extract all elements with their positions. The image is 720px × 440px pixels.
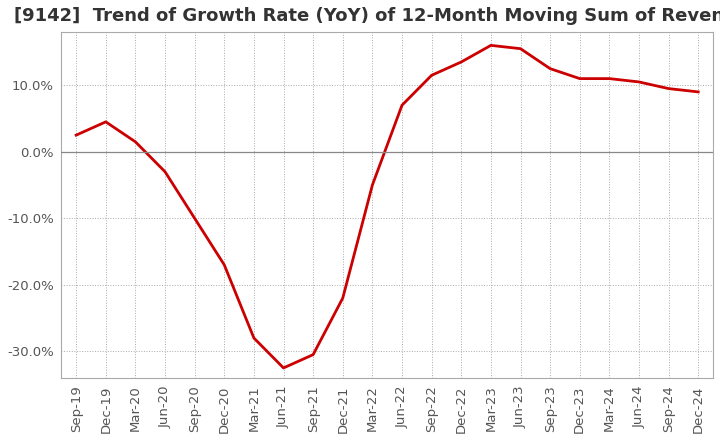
Title: [9142]  Trend of Growth Rate (YoY) of 12-Month Moving Sum of Revenues: [9142] Trend of Growth Rate (YoY) of 12-… xyxy=(14,7,720,25)
